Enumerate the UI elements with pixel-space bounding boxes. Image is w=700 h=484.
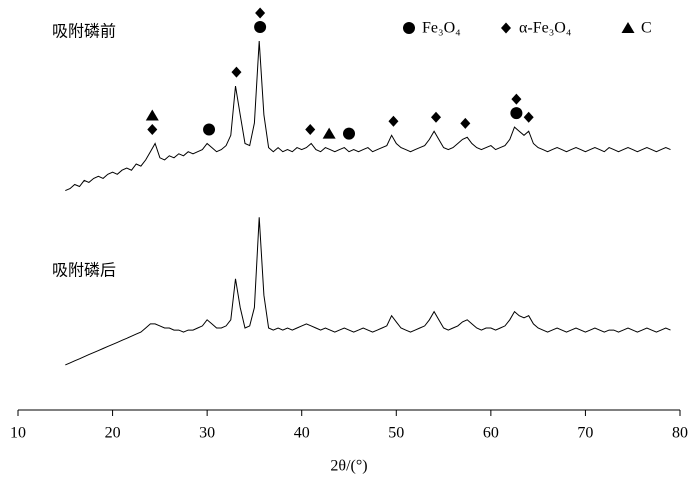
legend-label: α-Fe₃O₄ <box>519 20 572 37</box>
peak-marker-diamond <box>305 124 316 135</box>
legend-marker <box>621 22 635 33</box>
x-tick-label: 10 <box>10 425 26 442</box>
x-tick-label: 30 <box>199 425 215 442</box>
x-tick-label: 50 <box>388 425 404 442</box>
xrd-line <box>65 217 671 366</box>
peak-marker-diamond <box>388 115 399 127</box>
x-tick-label: 70 <box>577 425 593 442</box>
x-tick-label: 20 <box>105 425 121 442</box>
peak-marker-circle <box>254 21 267 33</box>
peak-marker-circle <box>343 127 355 140</box>
series-label: 吸附磷前 <box>52 23 116 41</box>
peak-marker-circle <box>203 123 216 136</box>
peak-marker-circle <box>510 107 523 120</box>
x-tick-label: 80 <box>672 425 688 442</box>
peak-marker-diamond <box>255 7 266 19</box>
legend-marker <box>501 22 511 34</box>
peak-marker-diamond <box>431 111 442 123</box>
legend-marker <box>403 22 415 34</box>
peak-marker-diamond <box>231 66 242 78</box>
legend-label: Fe₃O₄ <box>422 20 461 37</box>
series-label: 吸附磷后 <box>52 262 116 280</box>
peak-marker-diamond <box>460 117 471 129</box>
peak-marker-triangle <box>322 127 336 139</box>
x-axis-label: 2θ/(°) <box>330 458 367 475</box>
xrd-line <box>65 40 671 192</box>
x-tick-label: 60 <box>483 425 499 442</box>
peak-marker-triangle <box>145 109 159 121</box>
peak-marker-diamond <box>523 111 534 123</box>
peak-marker-diamond <box>147 124 158 135</box>
peak-marker-diamond <box>511 93 522 105</box>
x-tick-label: 40 <box>294 425 310 442</box>
legend-label: C <box>641 20 652 37</box>
